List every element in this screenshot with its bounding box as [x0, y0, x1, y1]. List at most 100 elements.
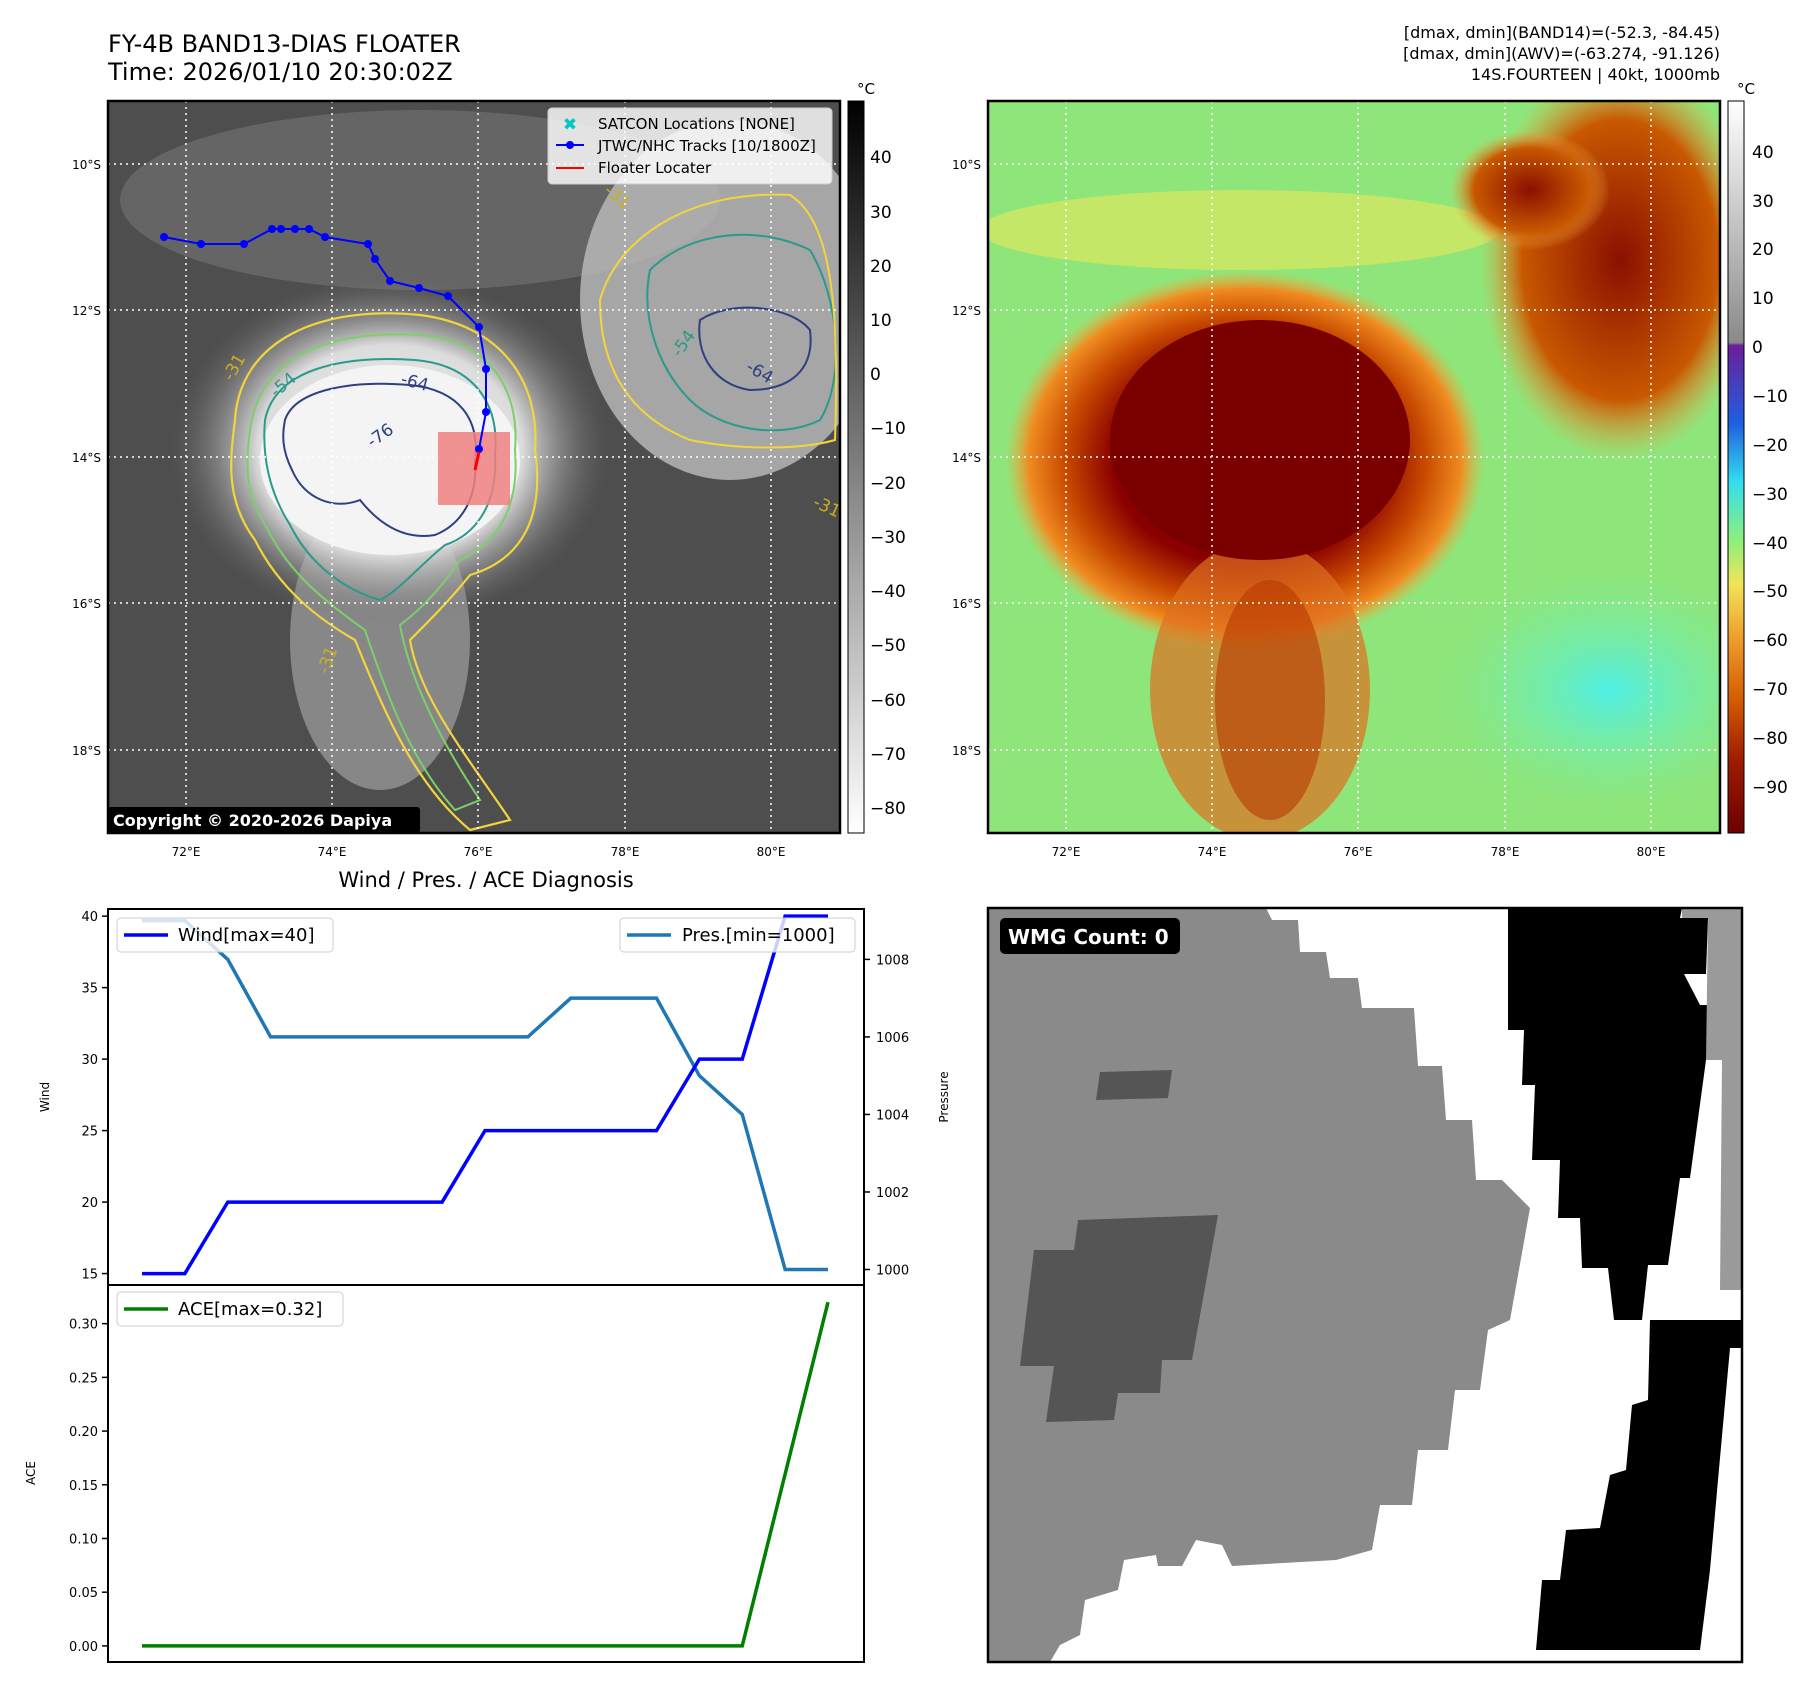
- wv-northeast-dry-2: [1450, 130, 1610, 250]
- wmg-count-label: WMG Count: 0: [1008, 925, 1169, 949]
- colorbar-tick: 20: [1752, 240, 1774, 260]
- colorbar-tick: −80: [1752, 729, 1788, 749]
- ir-map-panel: -31 -54 -64 -76 -54 -64 -31 -31 -31 ✖ SA…: [72, 80, 906, 859]
- lon-label: 72°E: [1052, 845, 1081, 859]
- colorbar-tick: −90: [1752, 778, 1788, 798]
- lat-label: 12°S: [72, 304, 101, 318]
- wind-right-ticks: 1000 1002 1004 1006 1008: [864, 953, 909, 1278]
- ace-ticks: 0.00 0.05 0.10 0.15 0.20 0.25 0.30: [69, 1318, 108, 1655]
- ir-colorbar-ticks: 40 30 20 10 0 −10 −20 −30 −40 −50 −60 −7…: [870, 148, 906, 819]
- lon-label: 74°E: [318, 845, 347, 859]
- colorbar-tick: −50: [1752, 582, 1788, 602]
- ir-contour-76: [282, 382, 477, 537]
- wmg-dark-region-small: [1096, 1070, 1172, 1100]
- pressure-series-line: [142, 918, 828, 1272]
- wv-frame: [986, 99, 1722, 835]
- floater-locator-line: [473, 451, 481, 471]
- wmg-gray-strip-right: [1682, 908, 1742, 1290]
- wmg-dark-region-large: [1020, 1215, 1218, 1422]
- colorbar-tick: −70: [870, 745, 906, 765]
- pressure-tick-label: 1008: [876, 953, 909, 968]
- colorbar-tick: −50: [870, 636, 906, 656]
- wind-left-ticks: 15 20 25 30 35 40: [81, 910, 108, 1283]
- wv-gridlines: [988, 101, 1720, 833]
- ace-tick-label: 0.25: [69, 1371, 98, 1386]
- colorbar-tick: −10: [870, 419, 906, 439]
- colorbar-tick: 10: [870, 311, 892, 331]
- colorbar-tick: 0: [1752, 338, 1763, 358]
- wind-legend-box: [116, 917, 334, 953]
- lon-label: 72°E: [172, 845, 201, 859]
- ace-tick-label: 0.10: [69, 1532, 98, 1547]
- ace-tick-label: 0.00: [69, 1640, 98, 1655]
- colorbar-tick: −10: [1752, 387, 1788, 407]
- lon-label: 76°E: [464, 845, 493, 859]
- wmg-black-band-upper: [1508, 908, 1720, 1320]
- lat-label: 16°S: [952, 597, 981, 611]
- ir-contour-54: [246, 333, 517, 812]
- pressure-tick-label: 1000: [876, 1263, 909, 1278]
- ace-chart: ACE 0.00 0.05 0.10 0.15 0.20 0.25 0.30 ACE[max…: [24, 1284, 865, 1663]
- colorbar-tick: −60: [1752, 631, 1788, 651]
- ir-cloud-core: [260, 365, 520, 555]
- colorbar-tick: −60: [870, 691, 906, 711]
- colorbar-tick: 20: [870, 257, 892, 277]
- wv-colorbar-unit: °C: [1737, 80, 1755, 98]
- wv-lon-labels: 72°E 74°E 76°E 78°E 80°E: [1052, 845, 1666, 859]
- lat-label: 18°S: [72, 744, 101, 758]
- colorbar-tick: 30: [1752, 192, 1774, 212]
- ace-plot-frame: [107, 1284, 865, 1663]
- ace-legend-label: ACE[max=0.32]: [178, 1299, 322, 1320]
- legend-satcon: SATCON Locations [NONE]: [598, 115, 795, 133]
- wind-tick-label: 25: [81, 1125, 98, 1140]
- info-line-storm: 14S.FOURTEEN | 40kt, 1000mb: [1471, 65, 1720, 84]
- wv-yellow-band: [988, 190, 1500, 270]
- ace-tick-label: 0.15: [69, 1479, 98, 1494]
- lat-label: 14°S: [72, 451, 101, 465]
- ir-contour-east-54: [646, 233, 838, 432]
- legend-locator: Floater Locater: [598, 159, 712, 177]
- lon-label: 78°E: [1491, 845, 1520, 859]
- wmg-frame: [986, 906, 1744, 1664]
- lon-label: 76°E: [1344, 845, 1373, 859]
- colorbar-tick: −30: [1752, 485, 1788, 505]
- lat-label: 16°S: [72, 597, 101, 611]
- pressure-legend-label: Pres.[min=1000]: [682, 925, 835, 946]
- pressure-tick-label: 1002: [876, 1186, 909, 1201]
- wv-spiral-band-core: [1215, 580, 1325, 820]
- colorbar-tick: 40: [870, 148, 892, 168]
- lon-label: 80°E: [757, 845, 786, 859]
- copyright-text: Copyright © 2020-2026 Dapiya: [113, 811, 392, 830]
- ir-contour-31: [230, 312, 539, 832]
- lat-label: 12°S: [952, 304, 981, 318]
- diagnosis-title: Wind / Pres. / ACE Diagnosis: [338, 868, 633, 892]
- wmg-panel: WMG Count: 0: [986, 906, 1744, 1664]
- wv-colorbar-ticks: 40 30 20 10 0 −10 −20 −30 −40 −50 −60 −7…: [1752, 143, 1788, 798]
- wv-lat-labels: 10°S 12°S 14°S 16°S 18°S: [952, 158, 981, 758]
- wind-series-line: [142, 914, 828, 1276]
- copyright-box: [108, 807, 420, 833]
- wmg-black-band-lower: [1536, 1320, 1742, 1650]
- wind-tick-label: 40: [81, 910, 98, 925]
- wind-legend-label: Wind[max=40]: [178, 925, 315, 946]
- lat-label: 10°S: [72, 158, 101, 172]
- colorbar-tick: 40: [1752, 143, 1774, 163]
- pressure-tick-label: 1006: [876, 1031, 909, 1046]
- ir-legend-box: [547, 107, 833, 185]
- ir-contour-east-31: [598, 193, 838, 449]
- ace-legend-box: [116, 1291, 344, 1327]
- ir-contour-64: [263, 358, 497, 602]
- colorbar-tick: −20: [870, 474, 906, 494]
- colorbar-tick: −30: [870, 528, 906, 548]
- wv-colorbar: [1727, 100, 1745, 834]
- ir-cloud-east: [580, 120, 840, 480]
- wv-northeast-dry: [1480, 101, 1720, 460]
- ace-ylabel: ACE: [24, 1461, 38, 1485]
- colorbar-tick: −80: [870, 799, 906, 819]
- colorbar-tick: 10: [1752, 289, 1774, 309]
- info-line-awv: [dmax, dmin](AWV)=(-63.274, -91.126): [1403, 44, 1720, 63]
- ir-lon-labels: 72°E 74°E 76°E 78°E 80°E: [172, 845, 786, 859]
- wind-plot-frame: [107, 908, 865, 1286]
